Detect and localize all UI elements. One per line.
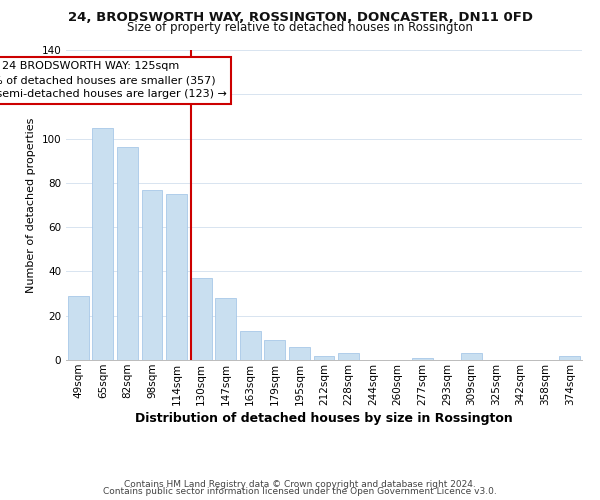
Bar [559,356,580,360]
Bar [215,298,236,360]
Bar [68,296,89,360]
Bar [166,194,187,360]
Bar [92,128,113,360]
Bar [338,354,359,360]
Bar [461,354,482,360]
Bar [412,358,433,360]
Bar [240,331,261,360]
Bar [265,340,286,360]
Text: Size of property relative to detached houses in Rossington: Size of property relative to detached ho… [127,21,473,34]
Bar [289,346,310,360]
Y-axis label: Number of detached properties: Number of detached properties [26,118,36,292]
X-axis label: Distribution of detached houses by size in Rossington: Distribution of detached houses by size … [135,412,513,425]
Bar [314,356,334,360]
Bar [117,148,138,360]
Text: 24 BRODSWORTH WAY: 125sqm
← 74% of detached houses are smaller (357)
26% of semi: 24 BRODSWORTH WAY: 125sqm ← 74% of detac… [0,61,227,99]
Text: 24, BRODSWORTH WAY, ROSSINGTON, DONCASTER, DN11 0FD: 24, BRODSWORTH WAY, ROSSINGTON, DONCASTE… [67,11,533,24]
Bar [191,278,212,360]
Text: Contains public sector information licensed under the Open Government Licence v3: Contains public sector information licen… [103,487,497,496]
Text: Contains HM Land Registry data © Crown copyright and database right 2024.: Contains HM Land Registry data © Crown c… [124,480,476,489]
Bar [142,190,163,360]
